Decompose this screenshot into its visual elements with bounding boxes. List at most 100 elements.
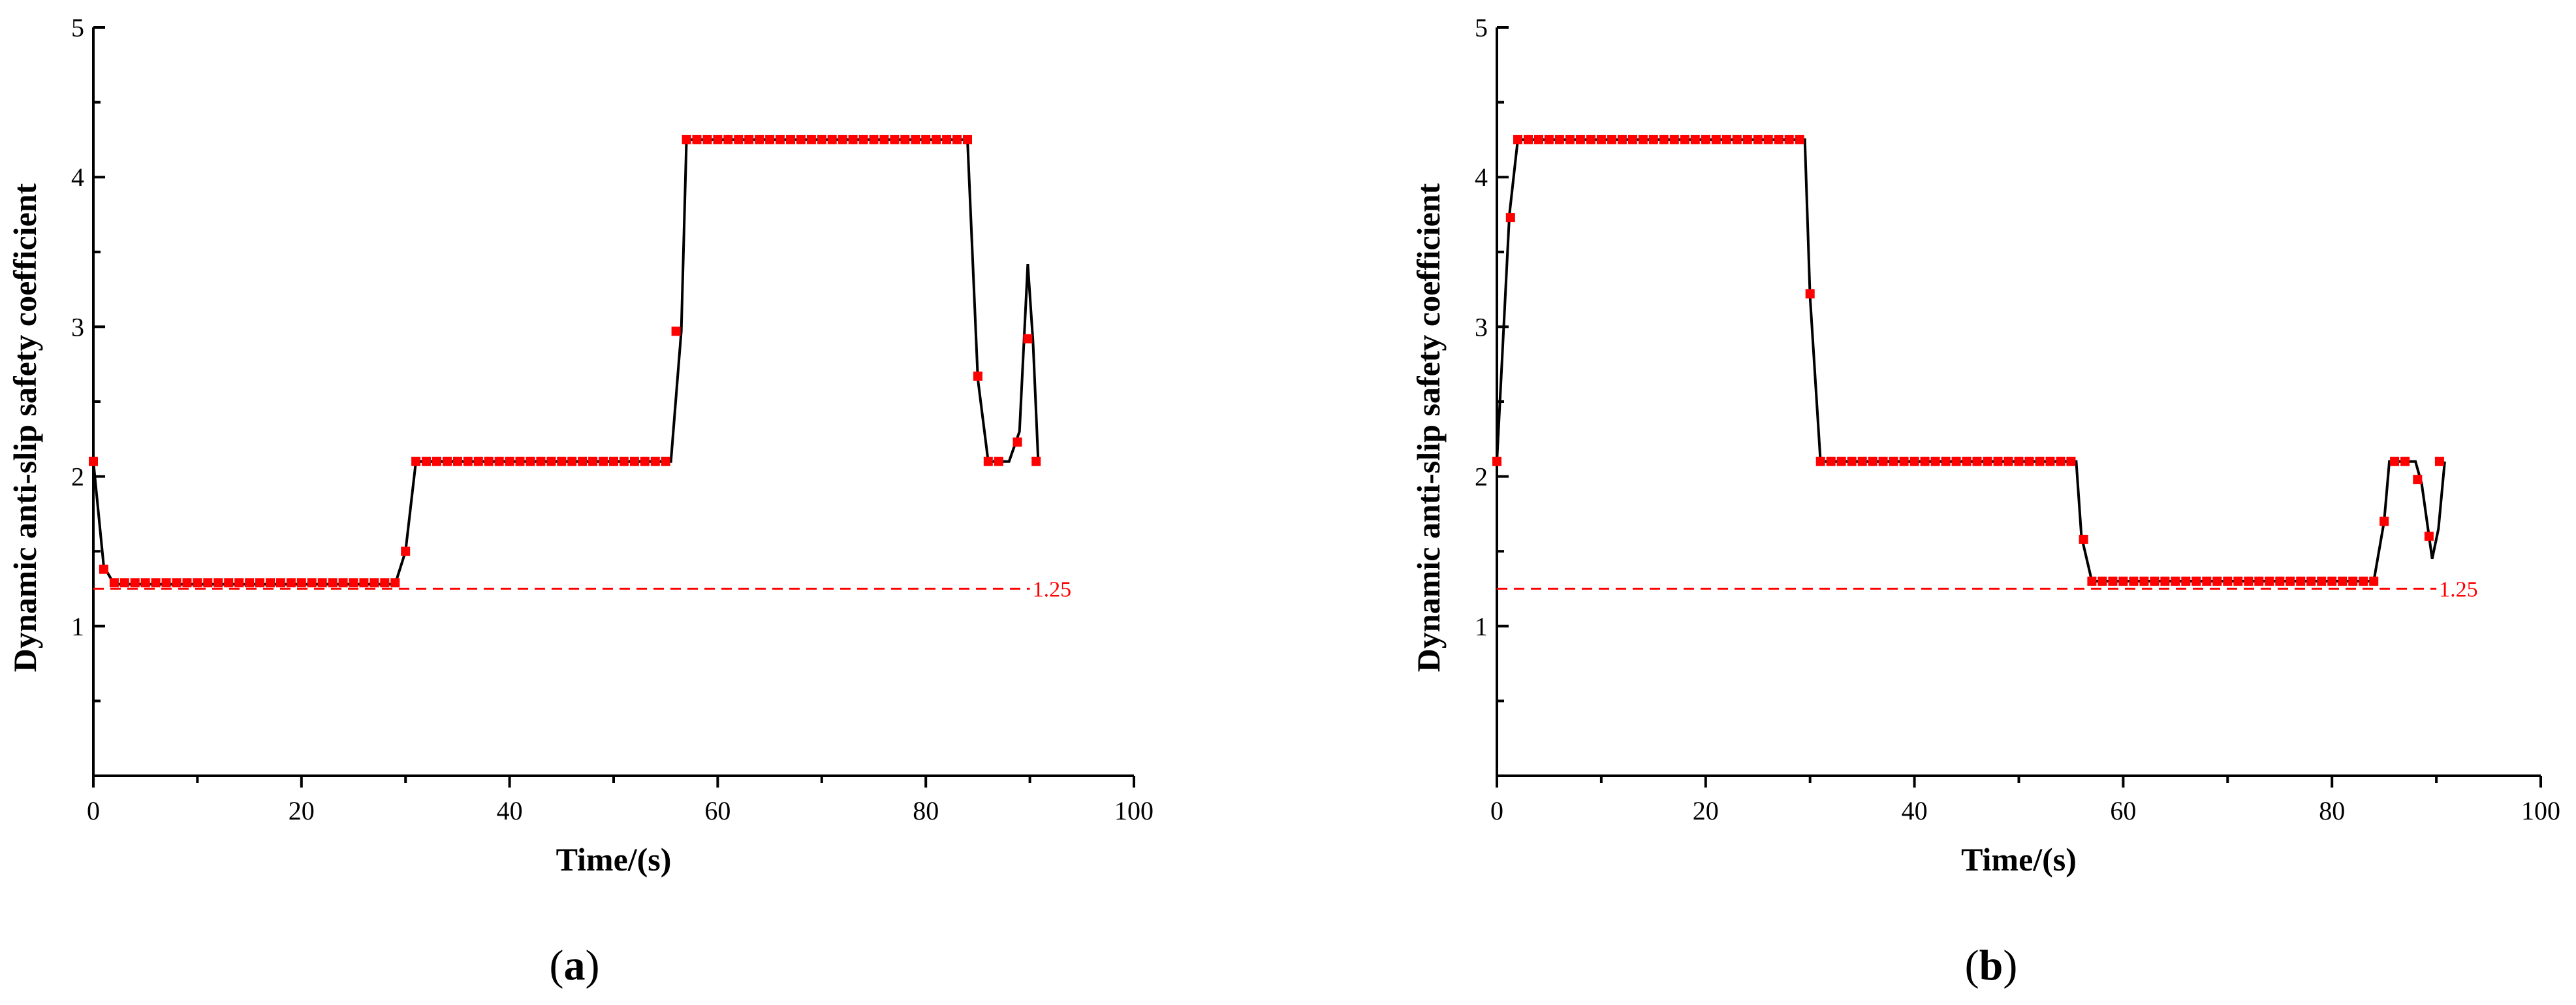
data-point <box>1534 135 1543 144</box>
data-point <box>765 135 775 144</box>
chart-panel-b: 0 20 40 60 80 100 1 2 3 4 5 Time/(s) Dynamic anti-sl… <box>1410 13 2560 989</box>
data-point <box>2338 577 2348 586</box>
data-point <box>1627 135 1637 144</box>
data-point <box>911 135 920 144</box>
data-point <box>723 135 733 144</box>
x-tick-label: 60 <box>2110 796 2136 825</box>
data-point <box>2400 456 2410 466</box>
data-point <box>1721 135 1731 144</box>
data-point <box>858 135 868 144</box>
data-point <box>515 456 525 466</box>
data-point <box>2296 577 2306 586</box>
data-point <box>1899 456 1909 466</box>
data-point <box>1962 456 1971 466</box>
x-tick-label: 0 <box>87 796 100 825</box>
data-point <box>1638 135 1648 144</box>
data-point <box>109 578 119 588</box>
x-tick-label: 40 <box>1902 796 1928 825</box>
y-tick-label: 1 <box>71 612 84 641</box>
data-point <box>401 547 411 556</box>
data-point <box>390 578 400 588</box>
y-tick-label: 2 <box>71 462 84 492</box>
y-tick-label: 5 <box>1475 13 1488 42</box>
x-axis-title: Time/(s) <box>1961 841 2077 878</box>
data-point <box>422 456 432 466</box>
data-point <box>1983 456 1992 466</box>
data-point <box>349 578 358 588</box>
data-point <box>2265 577 2274 586</box>
data-point <box>1784 135 1794 144</box>
y-tick-label: 3 <box>71 312 84 342</box>
data-point <box>848 135 858 144</box>
data-point <box>2233 577 2243 586</box>
data-point <box>2066 456 2076 466</box>
y-tick-label: 1 <box>1475 612 1488 641</box>
data-point <box>1951 456 1961 466</box>
data-point <box>2045 456 2055 466</box>
data-point <box>380 578 390 588</box>
data-point <box>1554 135 1564 144</box>
data-point <box>1648 135 1658 144</box>
y-tick-label: 2 <box>1475 462 1488 492</box>
data-point <box>2097 577 2107 586</box>
data-point <box>2129 577 2139 586</box>
data-point <box>806 135 816 144</box>
data-point <box>776 135 785 144</box>
data-point <box>2285 577 2295 586</box>
data-point <box>328 578 338 588</box>
data-point <box>994 456 1003 466</box>
data-point <box>734 135 744 144</box>
data-point <box>661 456 670 466</box>
data-point <box>1669 135 1679 144</box>
data-point <box>1795 135 1804 144</box>
data-point <box>1878 456 1888 466</box>
data-point <box>1524 135 1533 144</box>
data-point <box>1836 456 1846 466</box>
y-tick-label: 4 <box>1475 163 1488 192</box>
data-point <box>1565 135 1575 144</box>
data-point <box>1732 135 1742 144</box>
data-point <box>2191 577 2201 586</box>
data-point <box>1805 289 1815 298</box>
data-point <box>1826 456 1836 466</box>
data-point <box>151 578 161 588</box>
data-point <box>2306 577 2316 586</box>
panel-label-letter: b <box>1979 942 2003 989</box>
data-point <box>629 456 639 466</box>
data-point <box>932 135 941 144</box>
data-point <box>1972 456 1982 466</box>
data-point <box>983 456 993 466</box>
data-point <box>2003 456 2013 466</box>
data-point <box>172 578 181 588</box>
data-point <box>266 578 275 588</box>
data-point <box>473 456 483 466</box>
threshold-label: 1.25 <box>1033 578 1072 602</box>
data-point <box>1815 456 1825 466</box>
data-point <box>2087 577 2097 586</box>
data-point <box>307 578 317 588</box>
data-point <box>2171 577 2180 586</box>
data-point <box>526 456 535 466</box>
y-axis-title: Dynamic anti-slip safety coefficient <box>7 183 43 672</box>
data-point <box>411 456 421 466</box>
panel-label-letter: a <box>564 942 586 989</box>
data-point <box>1742 135 1752 144</box>
data-point <box>588 456 598 466</box>
data-point <box>578 456 588 466</box>
data-point <box>1544 135 1554 144</box>
data-point <box>640 456 650 466</box>
data-point <box>89 456 98 466</box>
series-line <box>92 138 1040 586</box>
data-point <box>1763 135 1773 144</box>
data-point <box>234 578 244 588</box>
x-tick-label: 100 <box>1114 796 1154 825</box>
data-point <box>443 456 452 466</box>
x-tick-label: 100 <box>2521 796 2560 825</box>
data-point <box>557 456 567 466</box>
data-point <box>1659 135 1669 144</box>
data-point <box>1617 135 1627 144</box>
data-point <box>1596 135 1606 144</box>
data-point <box>2434 456 2444 466</box>
data-point <box>1701 135 1710 144</box>
data-point <box>1492 456 1501 466</box>
